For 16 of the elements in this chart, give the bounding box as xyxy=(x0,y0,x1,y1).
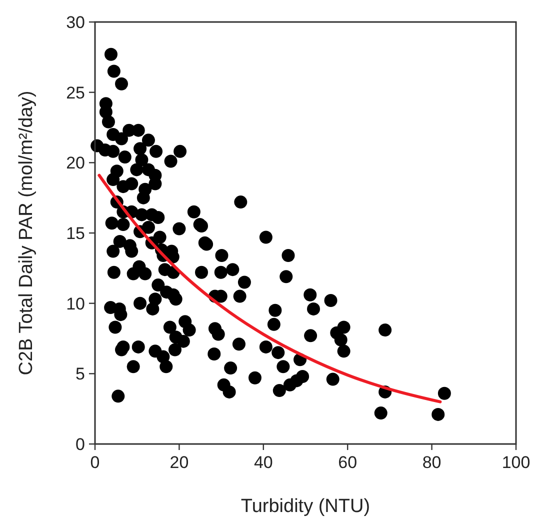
x-axis-title: Turbidity (NTU) xyxy=(240,496,370,517)
y-tick-label: 20 xyxy=(66,154,85,173)
x-tick-label: 40 xyxy=(254,453,273,472)
x-tick-label: 20 xyxy=(170,453,189,472)
y-axis-title: C2B Total Daily PAR (mol/m²/day) xyxy=(16,90,37,376)
y-tick-label: 30 xyxy=(66,13,85,32)
x-tick-label: 60 xyxy=(338,453,358,472)
x-tick-label: 100 xyxy=(502,453,530,472)
y-tick-label: 15 xyxy=(66,224,85,243)
x-tick-label: 80 xyxy=(422,453,442,472)
y-tick-label: 10 xyxy=(66,294,85,314)
y-tick-label: 25 xyxy=(66,83,85,102)
y-tick-label: 0 xyxy=(76,435,85,454)
y-tick-label: 5 xyxy=(76,364,85,384)
x-tick-label: 0 xyxy=(90,453,100,472)
line-series xyxy=(98,174,442,404)
